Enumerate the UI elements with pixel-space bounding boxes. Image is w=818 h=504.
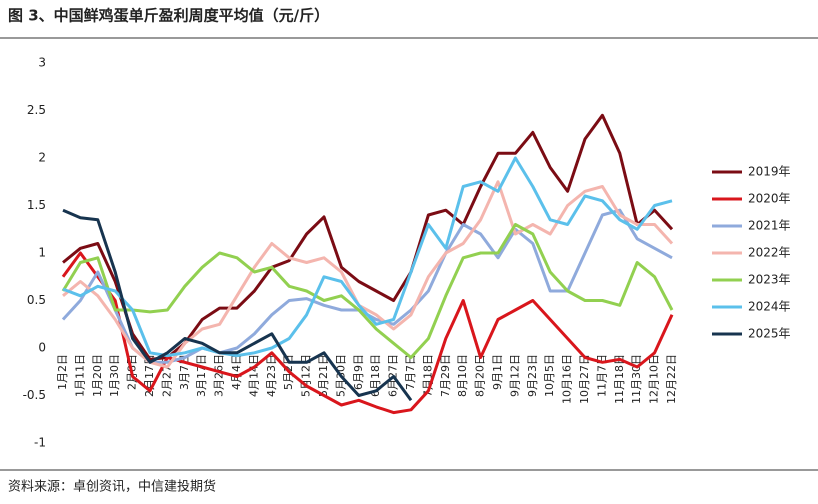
x-tick-label: 5月21日 [317, 354, 330, 397]
x-tick-label: 9月1日 [491, 354, 504, 390]
x-tick-label: 3月26日 [213, 354, 226, 397]
x-tick-label: 1月2日 [56, 354, 69, 390]
x-tick-label: 6月18日 [369, 354, 382, 397]
series-line [61, 223, 674, 359]
y-tick-label: 1.5 [27, 198, 46, 212]
legend-label: 2019年 [748, 165, 791, 179]
x-tick-label: 4月23日 [265, 354, 278, 397]
x-tick-label: 9月23日 [526, 354, 539, 397]
x-tick-label: 7月7日 [404, 354, 417, 390]
x-tick-label: 12月22日 [665, 354, 678, 404]
x-tick-label: 10月16日 [561, 354, 574, 404]
series-line [62, 208, 413, 402]
x-tick-label: 4月4日 [230, 354, 243, 390]
x-tick-label: 8月10日 [456, 354, 469, 397]
y-tick-label: 2 [38, 151, 46, 165]
x-tick-label: 1月20日 [91, 354, 104, 397]
x-tick-label: 4月14日 [247, 354, 260, 397]
y-tick-label: 0.5 [27, 293, 46, 307]
x-tick-label: 1月11日 [73, 354, 86, 397]
x-tick-label: 6月9日 [352, 354, 365, 390]
y-tick-label: 1 [38, 246, 46, 260]
y-tick-label: -0.5 [23, 388, 46, 402]
chart-title: 图 3、中国鲜鸡蛋单斤盈利周度平均值（元/斤） [8, 7, 329, 25]
series-line [62, 156, 673, 358]
legend-label: 2022年 [748, 246, 791, 260]
source-note: 资料来源：卓创资讯，中信建投期货 [8, 479, 216, 495]
x-tick-label: 3月17日 [195, 354, 208, 397]
y-tick-label: 3 [38, 56, 46, 70]
x-tick-label: 9月12日 [508, 354, 521, 397]
x-tick-label: 11月7日 [595, 354, 608, 397]
x-tick-label: 7月29日 [439, 354, 452, 397]
x-tick-label: 10月5日 [543, 354, 556, 397]
y-tick-label: 0 [38, 341, 46, 355]
x-tick-label: 1月30日 [108, 354, 121, 397]
legend-label: 2023年 [748, 273, 791, 287]
series-line [62, 113, 674, 361]
y-tick-label: -1 [34, 436, 46, 450]
x-tick-label: 11月18日 [613, 354, 626, 404]
legend-label: 2024年 [748, 300, 791, 314]
legend-label: 2025年 [748, 327, 791, 341]
x-tick-label: 11月30日 [630, 354, 643, 404]
legend-label: 2020年 [748, 192, 791, 206]
legend-label: 2021年 [748, 219, 791, 233]
series-line [62, 180, 674, 369]
y-tick-label: 2.5 [27, 103, 46, 117]
x-tick-label: 8月20日 [474, 354, 487, 397]
x-tick-label: 12月10日 [648, 354, 661, 404]
x-tick-label: 10月27日 [578, 354, 591, 404]
